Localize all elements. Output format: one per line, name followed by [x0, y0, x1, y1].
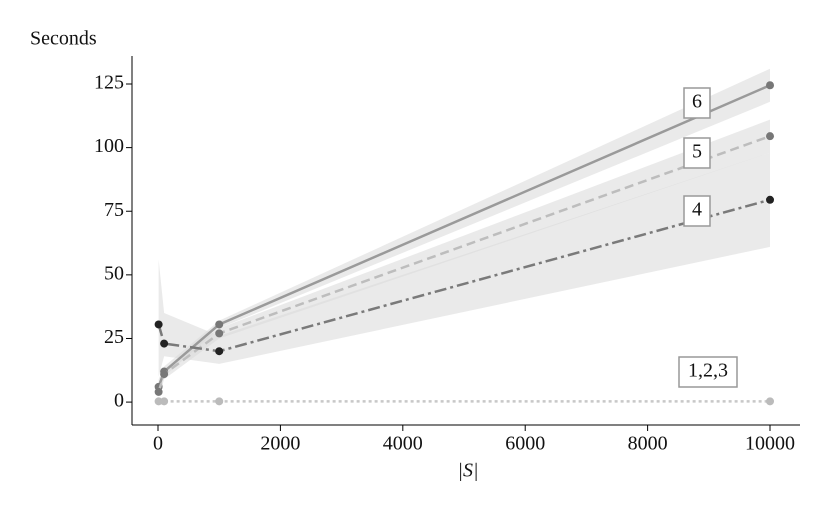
data-point	[160, 370, 169, 379]
confidence-band	[158, 152, 771, 377]
series-label: 5	[692, 141, 702, 163]
y-tick-label: 125	[94, 72, 124, 94]
y-axis-label: Seconds	[30, 28, 97, 50]
data-point	[766, 81, 775, 90]
confidence-band	[158, 119, 771, 398]
data-point	[154, 320, 163, 329]
data-point	[160, 339, 169, 348]
y-tick-label: 100	[94, 135, 124, 157]
data-point	[154, 387, 163, 396]
series-label-box	[683, 195, 711, 227]
x-tick-label: 10000	[745, 433, 795, 455]
y-tick-label: 25	[104, 326, 124, 348]
y-tick-label: 50	[104, 262, 124, 284]
series-label: 6	[692, 91, 702, 113]
series-label: 1,2,3	[688, 360, 728, 382]
y-tick-label: 75	[104, 199, 124, 221]
series-label: 4	[692, 199, 702, 221]
x-tick-label: 6000	[505, 433, 545, 455]
x-tick-label: 4000	[383, 433, 423, 455]
y-tick-label: 0	[114, 390, 124, 412]
x-axis-label: |S|	[458, 460, 479, 482]
confidence-band	[158, 68, 771, 395]
series-label-box	[683, 137, 711, 169]
data-point	[215, 329, 224, 338]
series-line	[157, 134, 771, 393]
x-tick-label: 0	[153, 433, 163, 455]
data-point	[766, 132, 775, 141]
series-line	[157, 198, 771, 353]
series-label-box	[678, 356, 738, 388]
data-point	[215, 397, 224, 406]
data-point	[766, 397, 775, 406]
x-tick-label: 2000	[260, 433, 300, 455]
data-point	[160, 397, 169, 406]
data-point	[215, 320, 224, 329]
x-tick-label: 8000	[628, 433, 668, 455]
data-point	[215, 347, 224, 356]
data-point	[766, 195, 775, 204]
series-label-box	[683, 87, 711, 119]
data-point	[154, 397, 163, 406]
